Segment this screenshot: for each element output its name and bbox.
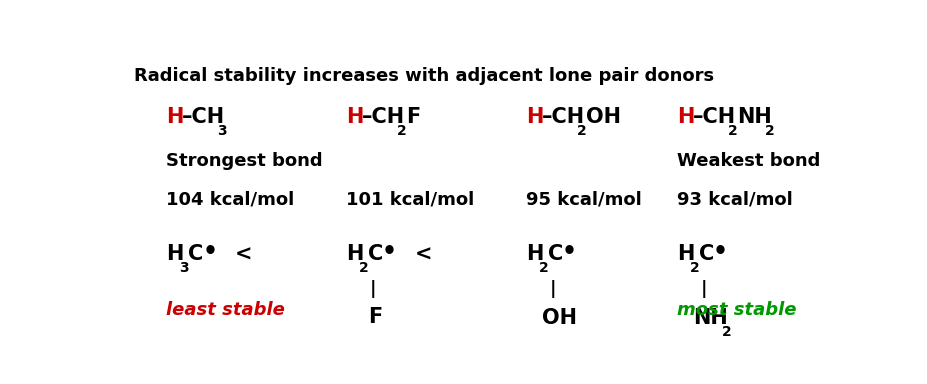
Text: 2: 2 [764,124,774,138]
Text: |: | [370,280,376,298]
Text: C: C [698,245,713,265]
Text: C: C [187,245,203,265]
Text: NH: NH [736,107,770,127]
Text: <: < [414,245,431,265]
Text: OH: OH [541,308,577,328]
Text: •: • [712,240,727,264]
Text: –CH: –CH [362,107,405,127]
Text: 2: 2 [397,124,407,138]
Text: |: | [700,280,706,298]
Text: 104 kcal/mol: 104 kcal/mol [166,190,294,208]
Text: OH: OH [585,107,620,127]
Text: H: H [677,245,693,265]
Text: 2: 2 [359,261,368,275]
Text: F: F [367,306,382,326]
Text: |: | [549,280,555,298]
Text: 2: 2 [539,261,548,275]
Text: H: H [166,107,184,127]
Text: H: H [346,245,363,265]
Text: 2: 2 [577,124,586,138]
Text: Strongest bond: Strongest bond [166,152,323,170]
Text: 95 kcal/mol: 95 kcal/mol [526,190,641,208]
Text: <: < [235,245,252,265]
Text: 93 kcal/mol: 93 kcal/mol [677,190,792,208]
Text: H: H [677,107,693,127]
Text: C: C [547,245,562,265]
Text: 3: 3 [179,261,189,275]
Text: 2: 2 [728,124,737,138]
Text: most stable: most stable [677,301,795,319]
Text: least stable: least stable [166,301,285,319]
Text: –CH: –CH [541,107,584,127]
Text: 2: 2 [721,325,731,339]
Text: Weakest bond: Weakest bond [677,152,819,170]
Text: •: • [562,240,577,264]
Text: •: • [202,240,217,264]
Text: H: H [526,245,542,265]
Text: C: C [367,245,383,265]
Text: NH: NH [692,308,727,328]
Text: H: H [526,107,542,127]
Text: H: H [346,107,363,127]
Text: –CH: –CH [692,107,735,127]
Text: •: • [382,240,397,264]
Text: –CH: –CH [182,107,225,127]
Text: Radical stability increases with adjacent lone pair donors: Radical stability increases with adjacen… [133,67,714,85]
Text: 3: 3 [217,124,227,138]
Text: H: H [166,245,184,265]
Text: F: F [405,107,420,127]
Text: 2: 2 [689,261,699,275]
Text: 101 kcal/mol: 101 kcal/mol [346,190,474,208]
